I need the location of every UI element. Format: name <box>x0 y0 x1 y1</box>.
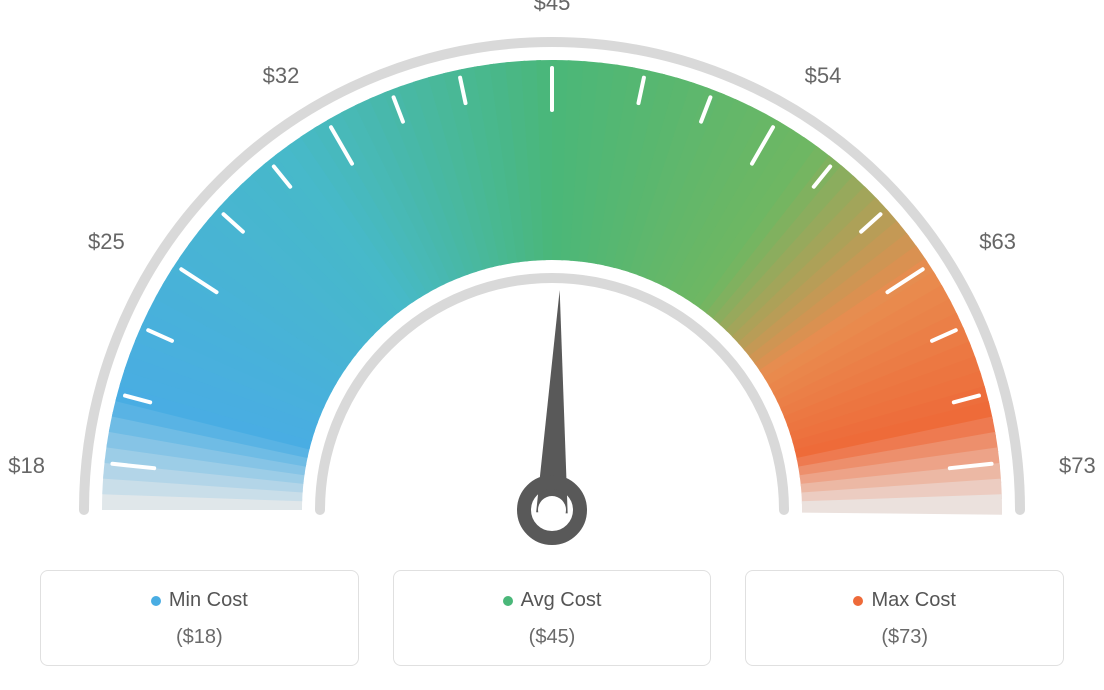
svg-text:$45: $45 <box>534 0 571 15</box>
svg-text:$63: $63 <box>979 229 1016 254</box>
dot-icon <box>151 596 161 606</box>
legend-avg-value: ($45) <box>394 626 711 649</box>
svg-text:$54: $54 <box>805 63 842 88</box>
legend-max-label: Max Cost <box>853 589 955 612</box>
legend-row: Min Cost ($18) Avg Cost ($45) Max Cost (… <box>0 570 1104 666</box>
legend-min-label: Min Cost <box>151 589 248 612</box>
legend-max-text: Max Cost <box>871 589 955 612</box>
legend-max-value: ($73) <box>746 626 1063 649</box>
cost-gauge: $18 $25 $32 $45 $54 $63 $73 <box>0 0 1104 560</box>
gauge-svg: $18 $25 $32 $45 $54 $63 $73 <box>0 0 1104 560</box>
legend-avg: Avg Cost ($45) <box>393 570 712 666</box>
svg-text:$32: $32 <box>263 63 300 88</box>
legend-min-value: ($18) <box>41 626 358 649</box>
svg-text:$25: $25 <box>88 229 125 254</box>
legend-avg-label: Avg Cost <box>503 589 602 612</box>
dot-icon <box>503 596 513 606</box>
legend-max: Max Cost ($73) <box>745 570 1064 666</box>
svg-text:$73: $73 <box>1059 453 1096 478</box>
svg-text:$18: $18 <box>8 453 45 478</box>
legend-avg-text: Avg Cost <box>521 589 602 612</box>
legend-min: Min Cost ($18) <box>40 570 359 666</box>
dot-icon <box>853 596 863 606</box>
legend-min-text: Min Cost <box>169 589 248 612</box>
